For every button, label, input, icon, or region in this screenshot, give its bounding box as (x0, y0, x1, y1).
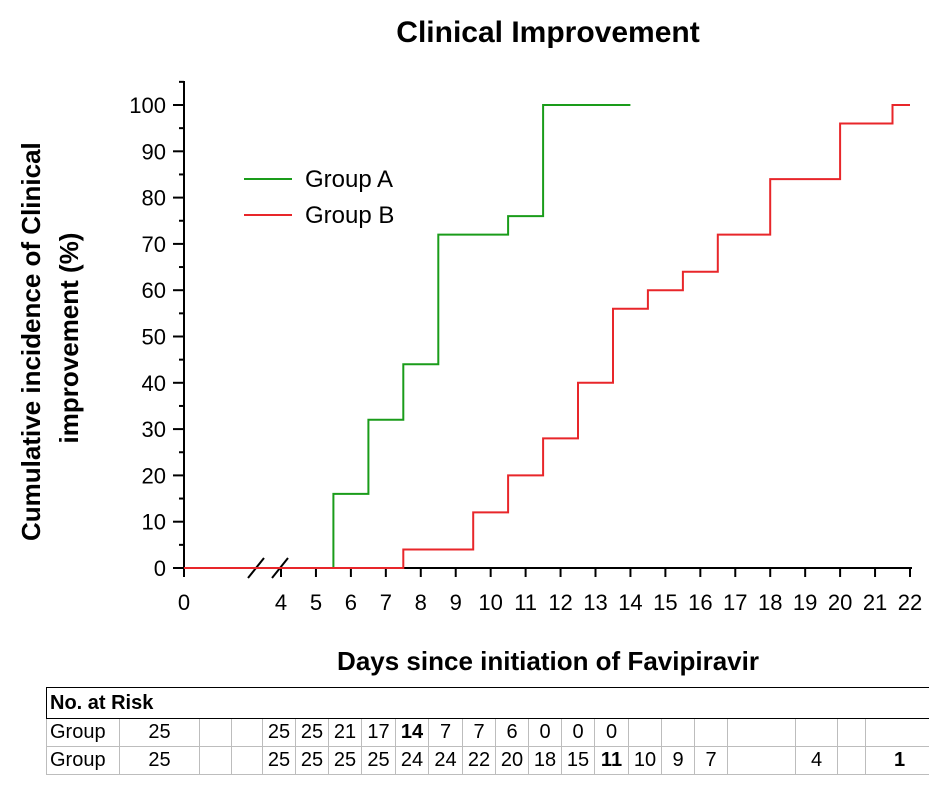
risk-count-cell (661, 718, 695, 747)
risk-count-cell: 25 (262, 718, 296, 747)
risk-count-cell (628, 718, 662, 747)
chart: Clinical Improvement Cumulative incidenc… (16, 16, 922, 676)
risk-count-cell (199, 718, 232, 747)
risk-count-cell: 4 (795, 746, 838, 775)
risk-count-cell: 14 (395, 718, 429, 747)
risk-count-cell: 9 (661, 746, 695, 775)
risk-count-cell: 21 (328, 718, 362, 747)
risk-count-cell: 25 (295, 718, 329, 747)
risk-count-cell (231, 718, 263, 747)
x-tick-label: 19 (793, 590, 817, 615)
y-axis-title-line-1: Cumulative incidence of Clinical (16, 142, 46, 541)
risk-count-cell: 7 (694, 746, 728, 775)
risk-count-cell (727, 746, 796, 775)
risk-count-cell: 20 (495, 746, 529, 775)
risk-count-cell (727, 718, 796, 747)
x-tick-label: 10 (478, 590, 502, 615)
x-tick-label: 22 (898, 590, 922, 615)
risk-table-header: No. at Risk (45, 687, 929, 719)
y-tick-label: 50 (142, 325, 166, 350)
y-tick-label: 30 (142, 417, 166, 442)
x-tick-label: 11 (514, 590, 537, 615)
risk-count-cell: 7 (428, 718, 463, 747)
x-tick-label: 12 (548, 590, 572, 615)
risk-count-cell (837, 718, 866, 747)
risk-count-cell: 25 (119, 718, 200, 747)
risk-count-cell: 0 (528, 718, 562, 747)
x-tick-label: 17 (723, 590, 747, 615)
risk-count-cell: 10 (628, 746, 662, 775)
risk-table-row: Group 25 25 25 21 17 14 7 7 6 0 0 0 (46, 718, 929, 747)
y-tick-label: 100 (129, 93, 166, 118)
x-tick-label: 15 (653, 590, 677, 615)
risk-table-row: Group2525252525242422201815111097410 (46, 746, 929, 775)
risk-count-cell (231, 746, 263, 775)
x-tick-label: 13 (583, 590, 607, 615)
x-tick-label: 0 (178, 590, 190, 615)
risk-count-cell: 18 (528, 746, 562, 775)
y-tick-label: 70 (142, 232, 166, 257)
risk-count-cell: 25 (328, 746, 362, 775)
x-tick-label: 9 (450, 590, 462, 615)
risk-count-cell: 7 (462, 718, 496, 747)
x-axis-title: Days since initiation of Favipiravir (337, 646, 759, 676)
risk-group-label: Group (46, 718, 120, 747)
risk-count-cell: 25 (361, 746, 396, 775)
x-tick-label: 5 (310, 590, 322, 615)
risk-count-cell (199, 746, 232, 775)
y-tick-label: 80 (142, 186, 166, 211)
risk-count-cell: 1 (865, 746, 929, 775)
y-tick-label: 40 (142, 371, 166, 396)
risk-count-cell: 24 (395, 746, 429, 775)
risk-count-cell: 0 (561, 718, 595, 747)
series-line-group-a (184, 104, 631, 569)
y-tick-label: 90 (142, 139, 166, 164)
risk-count-cell: 11 (594, 746, 629, 775)
y-axis-title-line-2: improvement (%) (54, 233, 84, 444)
risk-count-cell: 24 (428, 746, 463, 775)
y-tick-label: 0 (154, 556, 166, 581)
x-tick-label: 20 (828, 590, 852, 615)
risk-count-cell: 15 (561, 746, 595, 775)
risk-count-cell (694, 718, 728, 747)
y-axis-title: Cumulative incidence of Clinical improve… (16, 135, 84, 541)
risk-count-cell: 25 (262, 746, 296, 775)
x-tick-label: 21 (863, 590, 887, 615)
risk-count-cell: 25 (295, 746, 329, 775)
risk-table: No. at Risk Group 25 25 25 21 17 14 7 7 6 0 0 0 Group… (45, 687, 929, 775)
risk-count-cell: 0 (594, 718, 629, 747)
risk-count-cell (865, 718, 929, 747)
legend-label: Group A (305, 166, 393, 193)
risk-count-cell: 17 (361, 718, 396, 747)
risk-group-label: Group (46, 746, 120, 775)
series-line-group-b (184, 104, 910, 569)
risk-count-cell (837, 746, 866, 775)
y-tick-label: 60 (142, 278, 166, 303)
x-tick-label: 14 (618, 590, 642, 615)
risk-count-cell (795, 718, 838, 747)
risk-count-cell: 6 (495, 718, 529, 747)
chart-title: Clinical Improvement (396, 16, 699, 49)
x-tick-label: 7 (380, 590, 392, 615)
x-tick-label: 16 (688, 590, 712, 615)
legend-label: Group B (305, 202, 394, 229)
risk-count-cell: 25 (119, 746, 200, 775)
x-tick-label: 8 (415, 590, 427, 615)
x-tick-label: 4 (275, 590, 287, 615)
x-tick-label: 6 (345, 590, 357, 615)
y-tick-label: 10 (142, 510, 166, 535)
risk-table-header-row: No. at Risk (45, 687, 929, 719)
risk-count-cell: 22 (462, 746, 496, 775)
x-tick-label: 18 (758, 590, 782, 615)
y-tick-label: 20 (142, 463, 166, 488)
